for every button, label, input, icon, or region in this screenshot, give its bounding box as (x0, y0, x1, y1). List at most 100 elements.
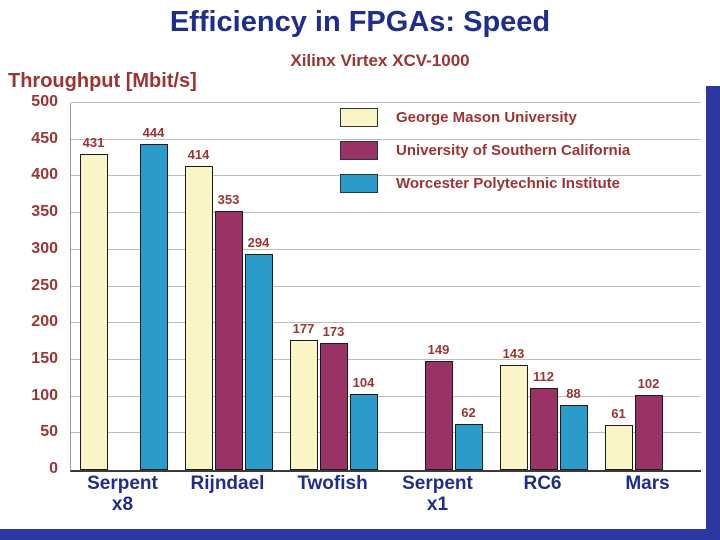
legend-swatch (340, 141, 378, 160)
gridline (71, 358, 701, 360)
bar-value-label: 353 (217, 192, 240, 207)
x-tick-label-text: Rijndael (190, 473, 265, 494)
slide-edge-bottom (0, 529, 720, 540)
legend-label: University of Southern California (396, 142, 631, 159)
bar-value-label: 177 (292, 321, 315, 336)
bar-value-label: 143 (502, 346, 525, 361)
bar (604, 425, 633, 470)
legend-item: University of Southern California (340, 141, 630, 160)
bar-value-label: 102 (637, 376, 660, 391)
bar (634, 395, 663, 470)
bar-slot: 61 (604, 103, 633, 470)
y-tick-label: 400 (31, 166, 58, 184)
y-tick-label: 150 (31, 349, 58, 367)
bar-value-label: 444 (142, 125, 165, 140)
x-tick-label: RC6 (490, 473, 595, 495)
plot-area: 431 444 414 353 294 177 173 104 149 62 143 112 88 61 1… (70, 102, 701, 472)
gridline (71, 138, 701, 140)
bar (289, 340, 318, 470)
bar-value-label: 414 (187, 147, 210, 162)
bar-value-label: 173 (322, 324, 345, 339)
gridline (71, 285, 701, 287)
bar (349, 394, 378, 470)
bar-slot: 149 (424, 103, 453, 470)
y-tick-label: 450 (31, 129, 58, 147)
x-tick-label: Rijndael (175, 473, 280, 495)
bar-slot: 294 (244, 103, 273, 470)
y-tick-label: 50 (40, 423, 58, 441)
y-axis-title: Throughput [Mbit/s] (8, 70, 197, 92)
gridline (71, 212, 701, 214)
bar (214, 211, 243, 470)
bar-slot: 104 (349, 103, 378, 470)
gridline (71, 175, 701, 177)
x-tick-label-text: Mars (625, 473, 670, 494)
bar (559, 405, 588, 470)
bar-value-label: 61 (611, 406, 626, 421)
legend-label: Worcester Polytechnic Institute (396, 175, 620, 192)
slide-edge-right (706, 86, 720, 540)
gridline (71, 432, 701, 434)
legend-item: George Mason University (340, 108, 630, 127)
bar-slot: 414 (184, 103, 213, 470)
bar-slot: 177 (289, 103, 318, 470)
bar-group: 149 62 (386, 103, 491, 470)
bar-slot (665, 103, 693, 470)
x-tick-label: Mars (595, 473, 700, 495)
x-tick-label-text: RC6 (523, 473, 562, 494)
bar-slot: 353 (214, 103, 243, 470)
bar-group: 61 102 (596, 103, 701, 470)
bar-group: 431 444 (71, 103, 176, 470)
y-tick-label: 0 (49, 460, 58, 477)
legend-label: George Mason University (396, 109, 577, 126)
chart-subtitle: Xilinx Virtex XCV-1000 (290, 51, 470, 70)
bar-slot: 88 (559, 103, 588, 470)
bar-slot: 62 (454, 103, 483, 470)
gridline (71, 322, 701, 324)
bar-group: 414 353 294 (176, 103, 281, 470)
bar (454, 424, 483, 470)
bar-value-label: 62 (461, 405, 476, 420)
bar-value-label: 294 (247, 235, 270, 250)
bar-group: 143 112 88 (491, 103, 596, 470)
y-tick-label: 350 (31, 203, 58, 221)
bar-slot: 431 (79, 103, 108, 470)
gridline (71, 102, 701, 103)
bar (184, 166, 213, 470)
bar-slot (110, 103, 138, 470)
bar (244, 254, 273, 470)
bar-slot: 143 (499, 103, 528, 470)
bar-value-label: 88 (566, 386, 581, 401)
x-tick-label: Twofish (280, 473, 385, 495)
bar (79, 154, 108, 470)
x-tick-label-text: Serpent x1 (402, 473, 473, 515)
legend-item: Worcester Polytechnic Institute (340, 174, 630, 193)
bar (139, 144, 168, 470)
x-tick-label-text: Serpent x8 (87, 473, 158, 515)
x-tick-label-text: Twofish (297, 473, 368, 494)
y-tick-label: 300 (31, 239, 58, 257)
legend-swatch (340, 108, 378, 127)
bar-value-label: 149 (427, 342, 450, 357)
bar-slot: 444 (139, 103, 168, 470)
bar (424, 361, 453, 470)
legend-swatch (340, 174, 378, 193)
y-tick-label: 250 (31, 276, 58, 294)
slide-title: Efficiency in FPGAs: Speed (169, 6, 551, 38)
bar-slot: 112 (529, 103, 558, 470)
gridline (71, 395, 701, 397)
y-tick-label: 500 (31, 93, 58, 110)
bar-value-label: 104 (352, 375, 375, 390)
x-tick-label: Serpent x1 (385, 473, 490, 515)
legend: George Mason University University of Sou… (340, 108, 630, 207)
bar-slot: 102 (634, 103, 663, 470)
bar-group: 177 173 104 (281, 103, 386, 470)
bar-value-label: 112 (533, 369, 554, 384)
bar (319, 343, 348, 470)
bar-slot: 173 (319, 103, 348, 470)
bar-value-label: 431 (82, 135, 105, 150)
bar (529, 388, 558, 470)
y-tick-label: 100 (31, 386, 58, 404)
bar (499, 365, 528, 470)
